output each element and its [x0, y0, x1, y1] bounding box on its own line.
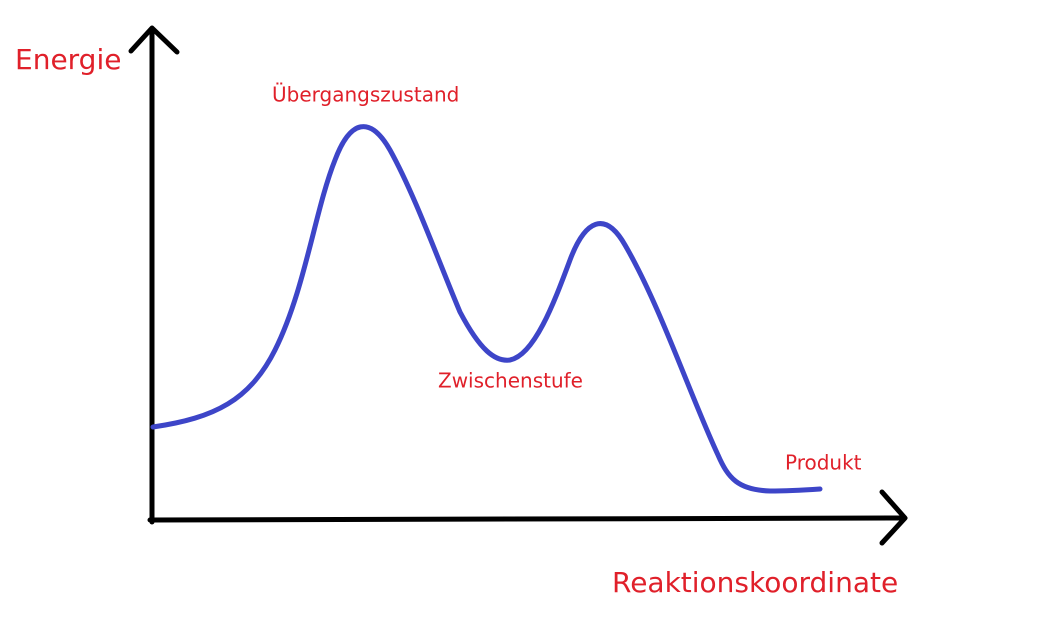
product-label: Produkt: [785, 451, 862, 475]
x-axis-label: Reaktionskoordinate: [612, 566, 898, 599]
energy-curve: [150, 124, 823, 494]
x-axis-arrow: [879, 489, 908, 546]
y-axis-arrow: [128, 25, 180, 55]
transition-state-label: Übergangszustand: [272, 83, 459, 107]
intermediate-label: Zwischenstufe: [438, 369, 583, 393]
y-axis-label: Energie: [15, 43, 121, 76]
x-axis: [147, 515, 907, 523]
